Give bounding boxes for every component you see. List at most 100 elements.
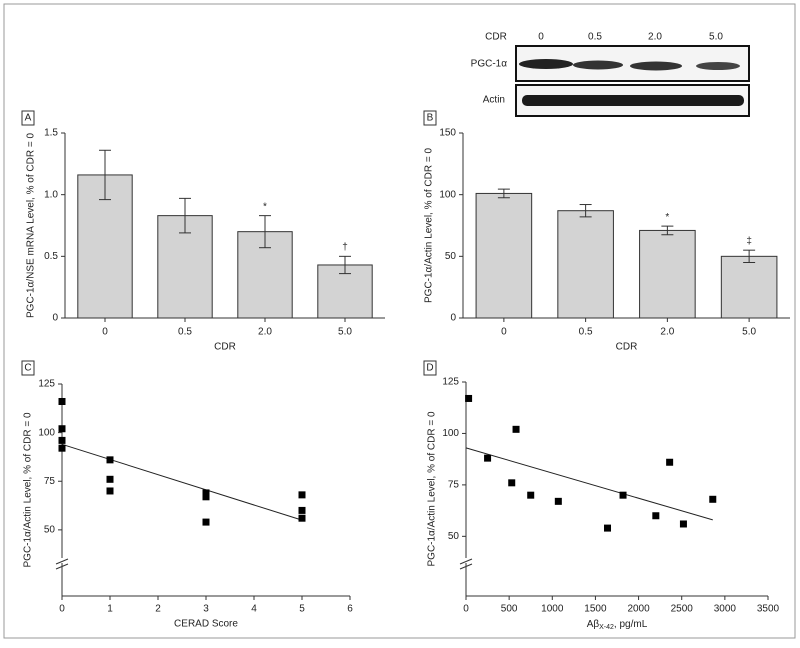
bar [639, 229, 696, 319]
y-tick-label: 100 [442, 428, 459, 439]
x-tick-label: 5.0 [338, 327, 352, 338]
bar [557, 210, 614, 319]
point [298, 491, 306, 499]
error-bar [579, 204, 592, 218]
x-tick-label: 1000 [541, 604, 564, 615]
y-tick-label: 100 [439, 189, 456, 200]
error-bar [179, 197, 191, 234]
x-axis-label: CDR [214, 342, 236, 353]
point [106, 487, 114, 495]
x-axis-label: CDR [616, 342, 638, 353]
x-axis-label-sub: X-42 [599, 624, 614, 631]
panel-label: C [24, 363, 31, 374]
point [679, 520, 687, 528]
axis-break [56, 558, 68, 563]
y-tick-label: 100 [38, 427, 55, 438]
annotation: * [665, 212, 669, 223]
annotation: † [342, 242, 348, 253]
point [298, 514, 306, 522]
error-bar [339, 255, 351, 275]
band [522, 95, 744, 106]
y-axis-label: PGC-1α/Actin Level, % of CDR = 0 [427, 411, 438, 566]
y-axis-label: PGC-1α/NSE mRNA Level, % of CDR = 0 [26, 133, 37, 318]
error-bar [259, 215, 271, 249]
point [604, 524, 612, 532]
point [527, 491, 535, 499]
y-tick-label: 125 [442, 377, 459, 388]
point [106, 456, 114, 464]
y-tick-label: 50 [44, 525, 56, 536]
point [709, 495, 717, 503]
x-tick-label: 4 [251, 604, 257, 615]
blot-lane: 0 [538, 32, 544, 43]
bar [475, 192, 533, 319]
y-tick-label: 50 [445, 251, 457, 262]
y-tick-label: 50 [448, 531, 460, 542]
point [652, 512, 660, 520]
panel-label: A [25, 113, 32, 124]
panel-label-box [423, 110, 437, 126]
x-tick-label: 6 [347, 604, 353, 615]
x-tick-label: 0 [463, 604, 469, 615]
panel-label-box [21, 360, 35, 376]
y-tick-label: 150 [439, 128, 456, 139]
point [512, 425, 520, 433]
blot-header: CDR [485, 32, 507, 43]
fit-line [465, 447, 713, 521]
x-tick-label: 0 [59, 604, 65, 615]
x-tick-label: 1500 [584, 604, 607, 615]
x-tick-label: 2500 [671, 604, 694, 615]
band [630, 61, 682, 71]
x-axis-label: AβX-42, pg/mL [587, 619, 648, 631]
x-axis-label-main: Aβ [587, 619, 600, 630]
y-axis-label: PGC-1α/Actin Level, % of CDR = 0 [23, 412, 34, 567]
point [58, 444, 66, 452]
x-tick-label: 3000 [714, 604, 737, 615]
point [202, 489, 210, 497]
x-tick-label: 0.5 [178, 327, 192, 338]
panel-label-box [423, 360, 437, 376]
x-tick-label: 500 [501, 604, 518, 615]
point [666, 458, 674, 466]
point [202, 518, 210, 526]
point [202, 493, 210, 501]
x-axis-label-tail: , pg/mL [614, 619, 648, 630]
y-tick-label: 1.5 [44, 128, 58, 139]
error-bar [661, 225, 674, 236]
point [619, 491, 627, 499]
blot: CDR 0 0.5 2.0 5.0 PGC-1α Actin [471, 32, 750, 117]
y-axis-label: PGC-1α/Actin Level, % of CDR = 0 [424, 148, 435, 303]
y-tick-label: 75 [44, 476, 56, 487]
axis-break [459, 558, 473, 565]
x-tick-label: 0 [102, 327, 108, 338]
axis-break [55, 563, 69, 570]
point [484, 454, 492, 462]
panel-label: D [426, 363, 433, 374]
axis-break [460, 558, 472, 563]
x-tick-label: 3 [203, 604, 209, 615]
blot-row: Actin [483, 95, 505, 106]
bar [720, 255, 778, 319]
band [696, 62, 740, 70]
x-tick-label: 2000 [627, 604, 650, 615]
y-tick-label: 0 [450, 313, 456, 324]
point [58, 425, 66, 433]
x-axis-label: CERAD Score [174, 619, 238, 630]
x-tick-label: 3500 [757, 604, 780, 615]
error-bar [743, 249, 756, 263]
x-tick-label: 5.0 [742, 327, 756, 338]
blot-lane: 5.0 [709, 32, 723, 43]
frame [3, 3, 796, 639]
fit-line [61, 443, 303, 521]
x-tick-label: 0 [501, 327, 507, 338]
y-tick-label: 75 [448, 480, 460, 491]
panel-label-box [21, 110, 35, 126]
y-tick-label: 125 [38, 379, 55, 390]
point [58, 436, 66, 444]
error-bar [497, 188, 510, 199]
blot-lane: 2.0 [648, 32, 662, 43]
blot-lane: 0.5 [588, 32, 602, 43]
band [573, 60, 623, 70]
x-tick-label: 2.0 [660, 327, 674, 338]
